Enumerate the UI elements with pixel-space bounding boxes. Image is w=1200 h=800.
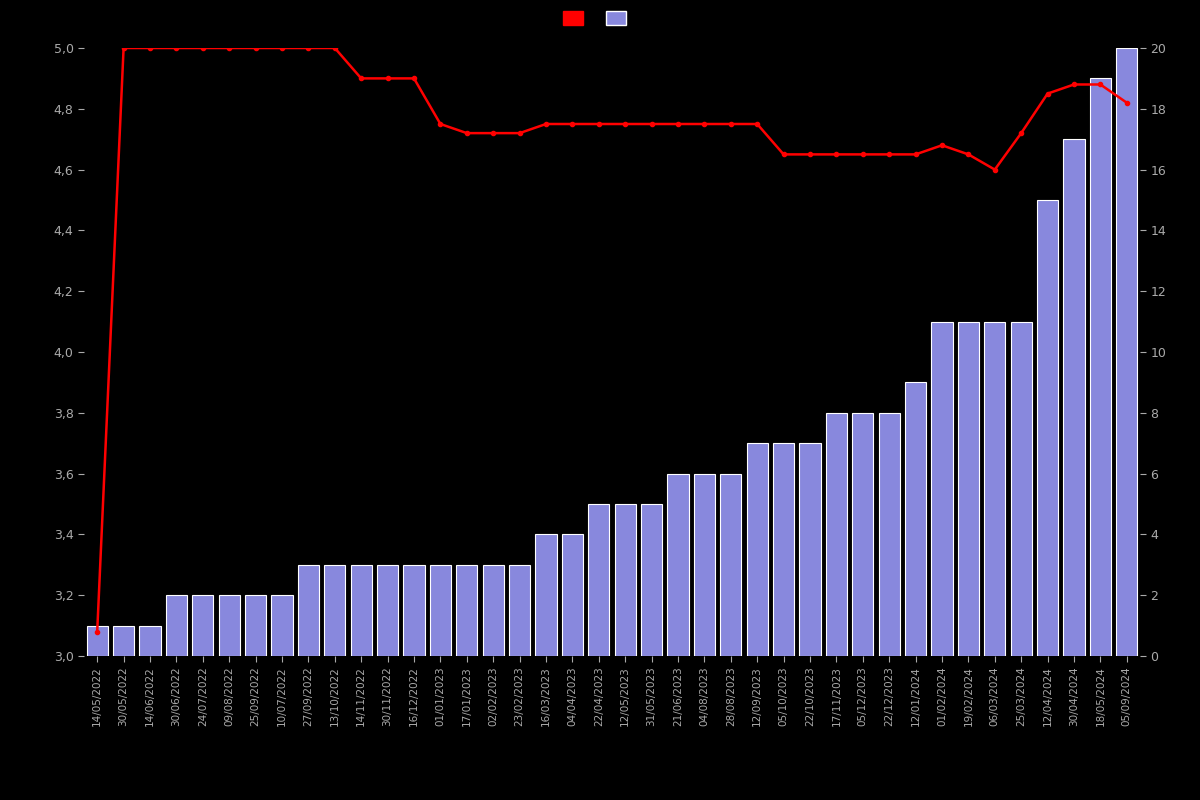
Bar [746,443,768,656]
Bar [113,626,134,656]
Bar [958,322,979,656]
Bar [377,565,398,656]
Bar [139,626,161,656]
Bar [350,565,372,656]
Bar [192,595,214,656]
Bar [166,595,187,656]
Bar [852,413,874,656]
Bar [826,413,847,656]
Bar [403,565,425,656]
Bar [509,565,530,656]
Bar [456,565,478,656]
Bar [86,626,108,656]
Bar [218,595,240,656]
Bar [298,565,319,656]
Bar [641,504,662,656]
Bar [562,534,583,656]
Bar [773,443,794,656]
Bar [720,474,742,656]
Bar [324,565,346,656]
Bar [1116,48,1138,656]
Bar [667,474,689,656]
Bar [1037,200,1058,656]
Bar [799,443,821,656]
Bar [694,474,715,656]
Bar [588,504,610,656]
Bar [535,534,557,656]
Bar [1010,322,1032,656]
Bar [482,565,504,656]
Bar [614,504,636,656]
Bar [1063,139,1085,656]
Bar [271,595,293,656]
Bar [931,322,953,656]
Bar [1090,78,1111,656]
Bar [984,322,1006,656]
Legend: , : , [558,7,642,30]
Bar [878,413,900,656]
Bar [430,565,451,656]
Bar [905,382,926,656]
Bar [245,595,266,656]
